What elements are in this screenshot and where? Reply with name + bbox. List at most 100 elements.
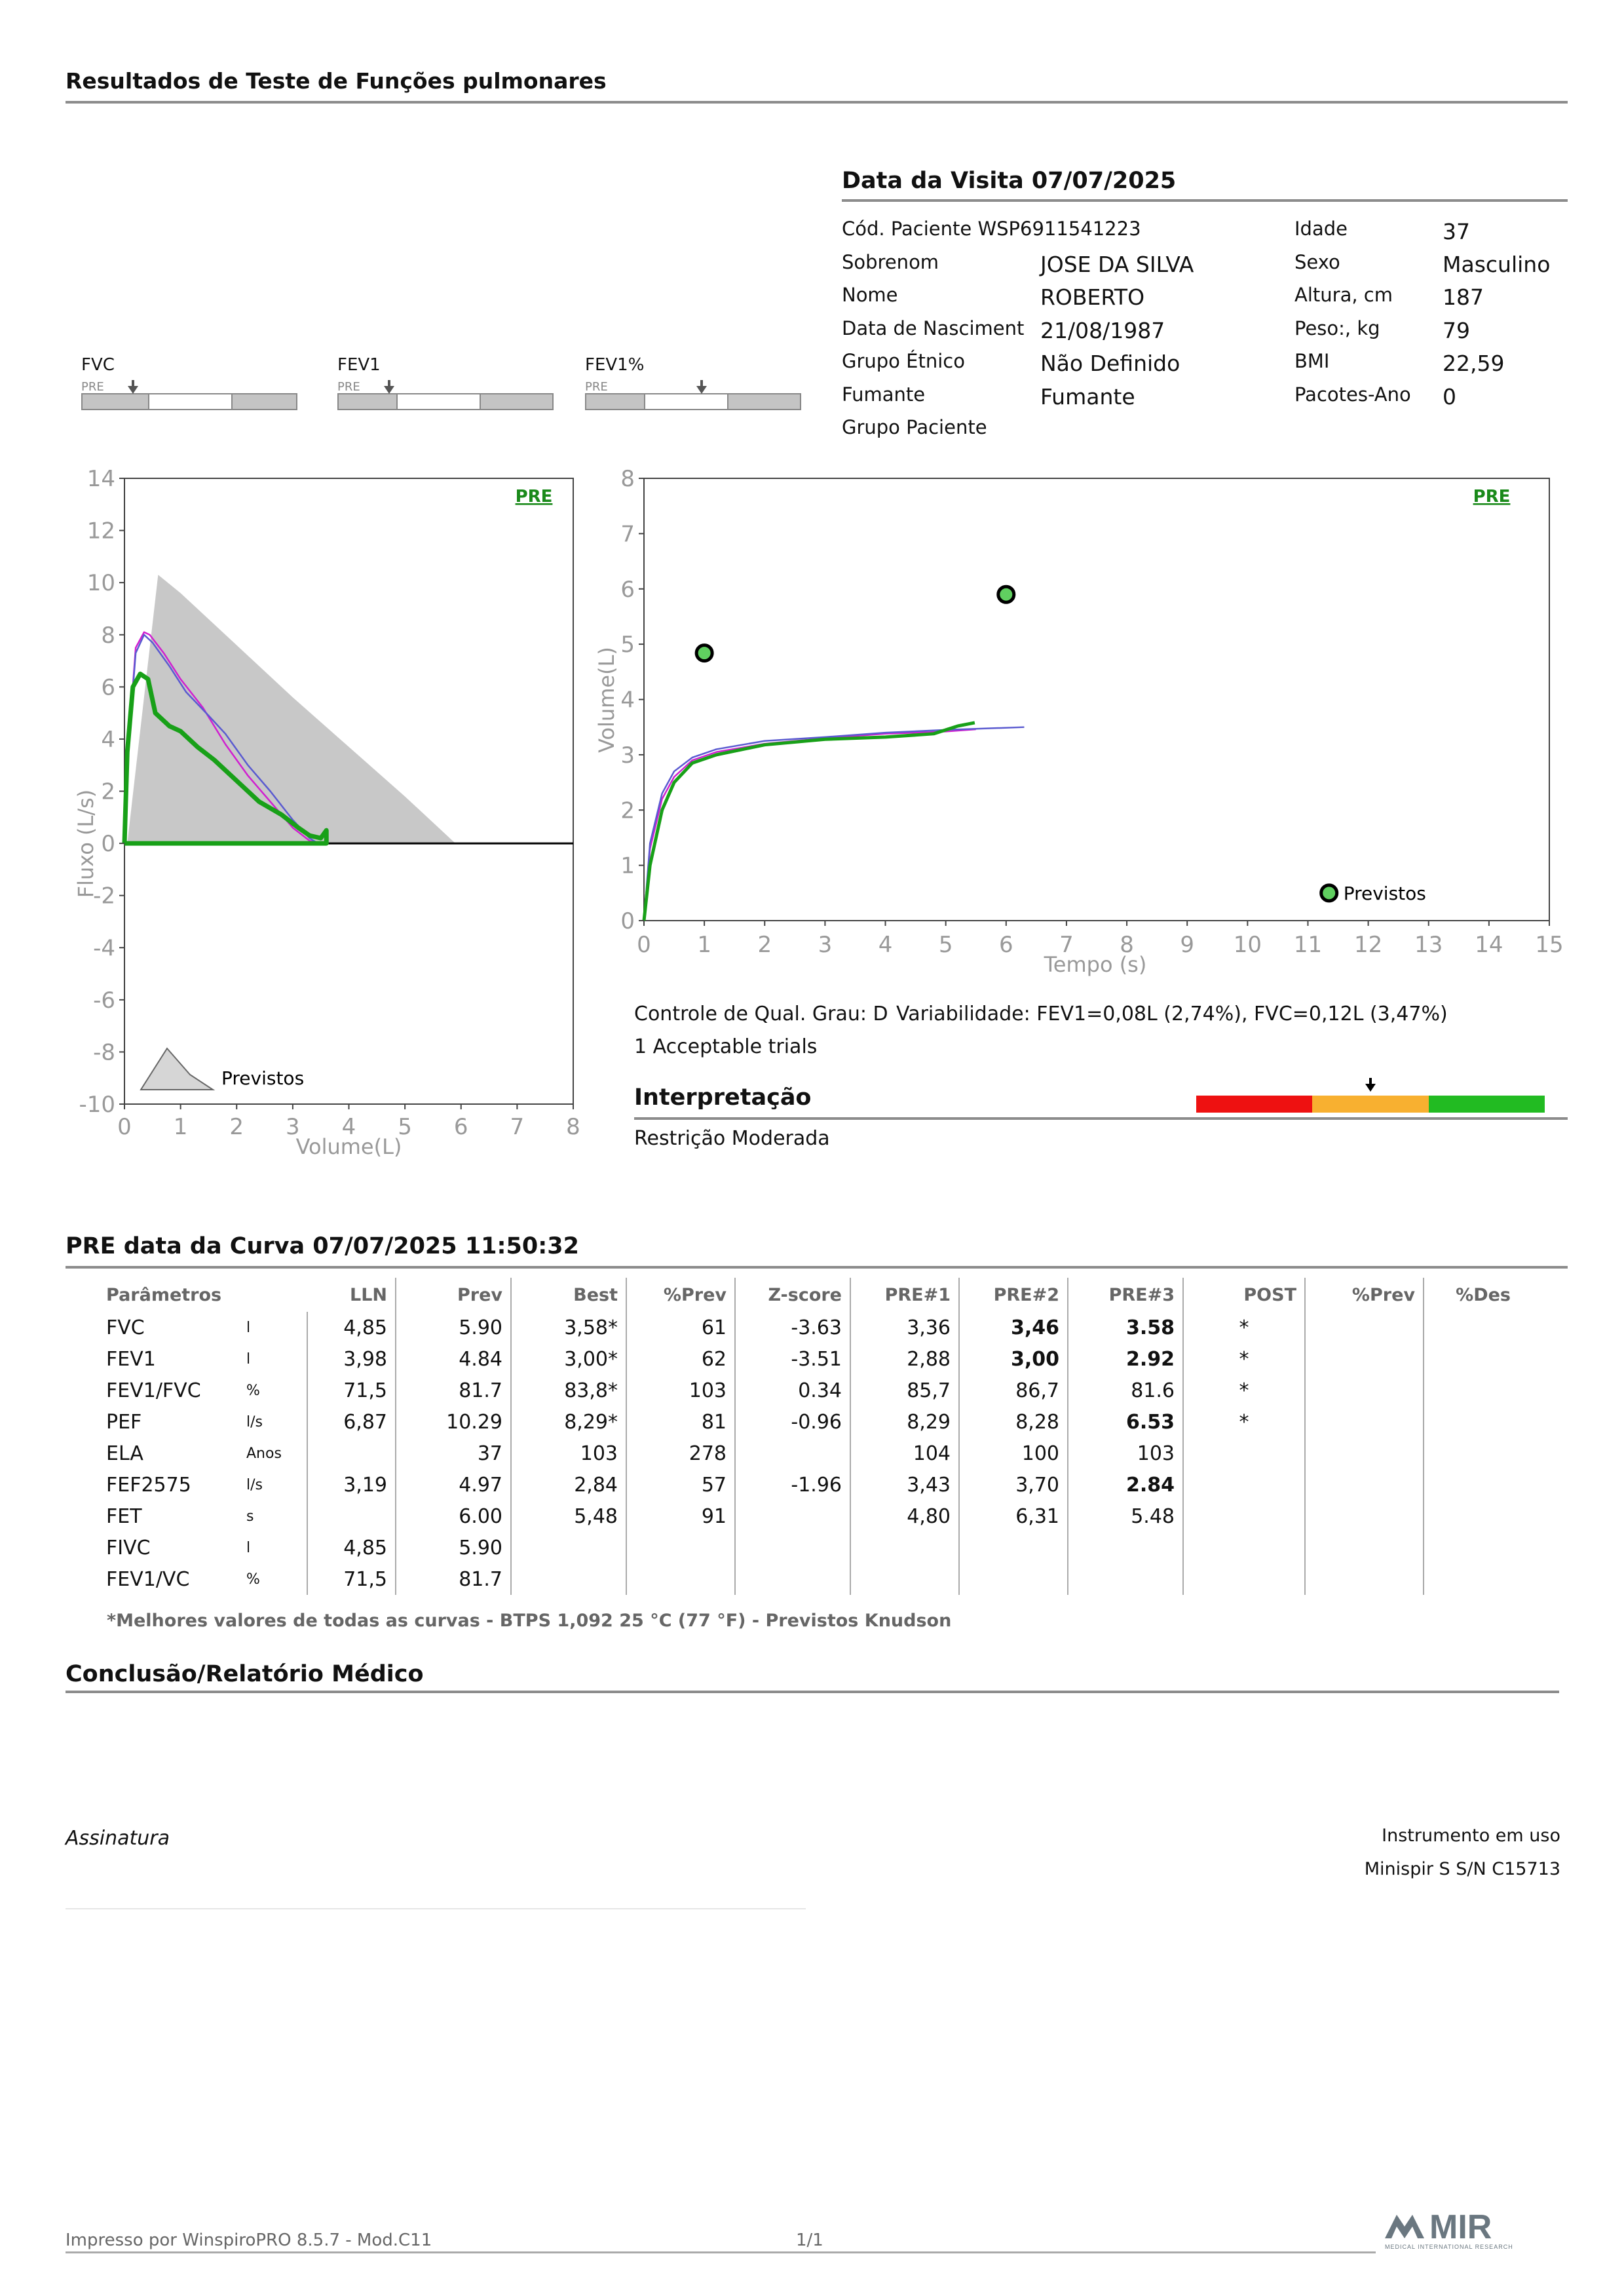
y-axis-label: Fluxo (L/s): [73, 790, 98, 898]
cell-pre1: [850, 1563, 960, 1595]
name-label: Nome: [842, 284, 898, 306]
volume-series-line: [642, 721, 975, 921]
cell-best: 5,48: [511, 1501, 627, 1532]
cell-pprev: 91: [626, 1501, 736, 1532]
name-value: ROBERTO: [1040, 284, 1145, 310]
cell-zscore: [735, 1532, 851, 1563]
cell-pre2: 3,70: [959, 1469, 1068, 1501]
cell-zscore: -0.96: [735, 1406, 851, 1438]
cell-post: [1183, 1469, 1306, 1501]
x-tick-label: 13: [1414, 932, 1443, 958]
cell-pre3: [1068, 1563, 1184, 1595]
cell-pprev: 103: [626, 1375, 736, 1406]
param-name: FVC: [106, 1316, 145, 1339]
x-tick-label: 5: [939, 932, 953, 958]
cell-pprev: [626, 1563, 736, 1595]
x-tick-label: 8: [1120, 932, 1134, 958]
cell-post: *: [1183, 1406, 1306, 1438]
ethnic-label: Grupo Étnico: [842, 350, 965, 372]
printed-by: Impresso por WinspiroPRO 8.5.7 - Mod.C11: [66, 2230, 432, 2250]
packs-value: 0: [1443, 384, 1456, 410]
cell-des: [1424, 1532, 1519, 1563]
birth-label: Data de Nasciment: [842, 317, 1025, 339]
table-row: FEV1 l 3,98 4.84 3,00* 62 -3.51 2,88 3,00 2.92 *: [98, 1343, 1519, 1375]
y-tick-label: -4: [93, 935, 115, 961]
x-tick-label: 9: [1180, 932, 1194, 958]
volume-series-line: [643, 728, 976, 921]
table-row: FEV1/FVC% 71,5 81.7 83,8* 103 0.34 85,7 86,7 81.…: [98, 1375, 1519, 1406]
x-tick-label: 6: [454, 1114, 468, 1140]
gauge-label: FVC: [81, 355, 115, 375]
cell-pre3: 81.6: [1068, 1375, 1184, 1406]
cell-pre3: [1068, 1532, 1184, 1563]
x-tick-label: 7: [1059, 932, 1074, 958]
cell-zscore: [735, 1501, 851, 1532]
param-unit: l: [238, 1312, 308, 1343]
sex-value: Masculino: [1443, 252, 1551, 277]
cell-best: 8,29*: [511, 1406, 627, 1438]
pre-label: PRE: [516, 487, 553, 507]
cell-pre1: 85,7: [850, 1375, 960, 1406]
cell-pre3: 2.84: [1068, 1469, 1184, 1501]
cell-best: 3,58*: [511, 1312, 627, 1343]
smoker-label: Fumante: [842, 383, 926, 406]
bmi-value: 22,59: [1443, 351, 1505, 376]
cell-zscore: [735, 1438, 851, 1469]
cell-post-pprev: [1305, 1438, 1424, 1469]
cell-lln: 3,19: [307, 1469, 396, 1501]
cell-lln: 71,5: [307, 1375, 396, 1406]
cell-des: [1424, 1406, 1519, 1438]
y-tick-label: 8: [620, 466, 635, 492]
predicted-area: [127, 575, 456, 844]
header-rule: [66, 101, 1568, 104]
y-tick-label: 0: [620, 908, 635, 934]
param-name: FET: [106, 1504, 142, 1528]
quality-grade: Controle de Qual. Grau: D: [634, 1003, 888, 1025]
cell-zscore: -3.51: [735, 1343, 851, 1375]
curve-rule: [66, 1266, 1568, 1269]
variability: Variabilidade: FEV1=0,08L (2,74%), FVC=0…: [896, 1003, 1448, 1025]
cell-post: [1183, 1563, 1306, 1595]
param-name: ELA: [106, 1442, 143, 1465]
param-unit: Anos: [238, 1438, 308, 1469]
param-unit: %: [238, 1563, 308, 1595]
cell-pre1: 4,80: [850, 1501, 960, 1532]
x-axis-label: Volume(L): [296, 1134, 402, 1159]
param-name: FEV1/VC: [106, 1567, 190, 1591]
cell-pprev: 81: [626, 1406, 736, 1438]
cell-pprev: 62: [626, 1343, 736, 1375]
cell-lln: 3,98: [307, 1343, 396, 1375]
y-tick-label: 6: [101, 674, 115, 700]
cell-pre2: 8,28: [959, 1406, 1068, 1438]
y-tick-label: 7: [620, 521, 635, 547]
group-label: Grupo Paciente: [842, 416, 987, 438]
x-tick-label: 3: [818, 932, 833, 958]
gauge-label: FEV1: [337, 355, 381, 375]
param-unit: s: [238, 1501, 308, 1532]
interpretation-text: Restrição Moderada: [634, 1127, 830, 1150]
cell-pre2: 100: [959, 1438, 1068, 1469]
acceptable-trials: 1 Acceptable trials: [634, 1035, 818, 1058]
y-tick-label: 2: [620, 797, 635, 824]
y-tick-label: 0: [101, 831, 115, 857]
gauge-bar: [585, 393, 801, 410]
cell-prev: 5.90: [396, 1312, 512, 1343]
gauge-pre-label: PRE: [81, 380, 104, 394]
interpretation-severity-bar: [1196, 1096, 1545, 1113]
cell-des: [1424, 1312, 1519, 1343]
instrument-value: Minispir S S/N C15713: [1364, 1859, 1560, 1879]
cell-zscore: -1.96: [735, 1469, 851, 1501]
cell-best: 3,00*: [511, 1343, 627, 1375]
cell-pre2: [959, 1532, 1068, 1563]
cell-post-pprev: [1305, 1375, 1424, 1406]
cell-post: *: [1183, 1312, 1306, 1343]
col-header-pre2: PRE#2: [959, 1278, 1068, 1312]
col-header-pprev: %Prev: [626, 1278, 736, 1312]
cell-des: [1424, 1375, 1519, 1406]
visit-title: Data da Visita 07/07/2025: [842, 168, 1177, 194]
cell-prev: 4.97: [396, 1469, 512, 1501]
cell-zscore: -3.63: [735, 1312, 851, 1343]
flow-volume-chart: 0 1 2 3 4 5 6 7 814121086420-2-4-6-8-10Volume(L)…: [73, 466, 1564, 1159]
birth-value: 21/08/1987: [1040, 318, 1165, 343]
cell-des: [1424, 1469, 1519, 1501]
